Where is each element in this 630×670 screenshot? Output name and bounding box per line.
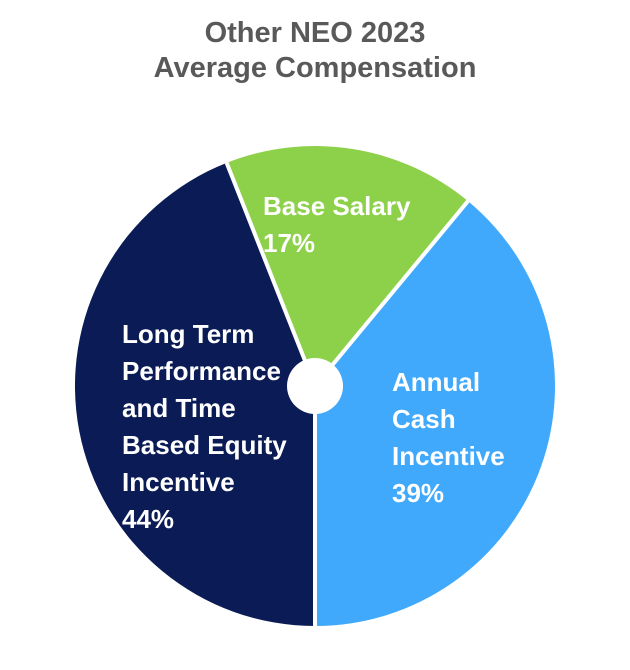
pie-slice-annual-cash-incentive — [315, 201, 555, 626]
pie-slice-long-term-performance-and-time-based-equity-incentive — [74, 162, 315, 627]
pie-center-hole — [287, 358, 343, 414]
slice-label-base-salary: Base Salary 17% — [263, 191, 411, 258]
pie-slice-base-salary — [226, 145, 468, 386]
slice-label-long-term-equity-incentive: Long Term Performance and Time Based Equ… — [122, 319, 287, 534]
chart-title: Other NEO 2023 Average Compensation — [153, 17, 477, 84]
slice-divider — [224, 162, 317, 387]
slice-label-annual-cash-incentive: Annual Cash Incentive 39% — [392, 367, 505, 508]
slice-divider — [313, 199, 470, 388]
